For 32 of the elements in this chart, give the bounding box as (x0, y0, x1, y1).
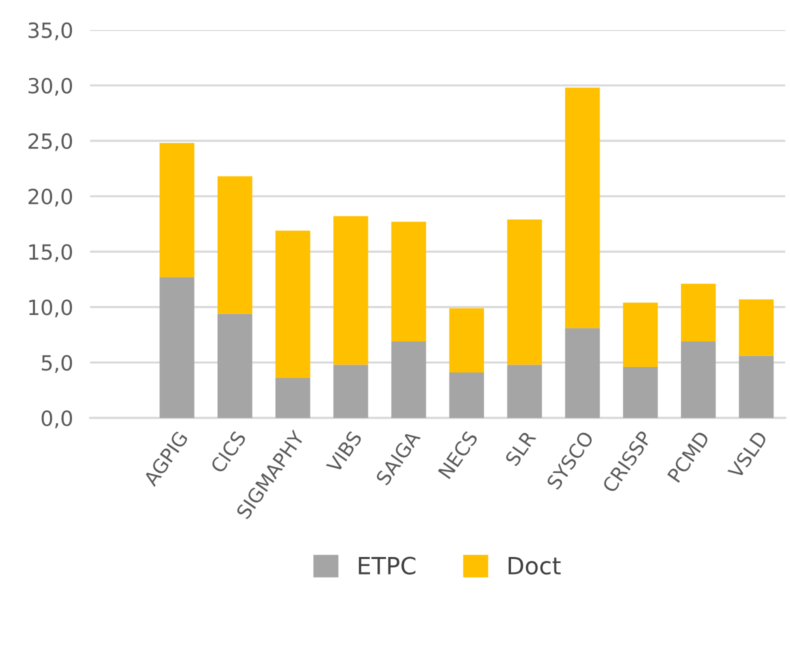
y-tick-label: 20,0 (28, 188, 72, 207)
bar (275, 230, 310, 378)
bar (391, 341, 426, 418)
y-tick-label: 35,0 (28, 22, 72, 40)
bar (507, 364, 542, 418)
bar (565, 88, 600, 328)
bar (738, 356, 774, 418)
bar (507, 220, 542, 365)
bar (680, 341, 716, 418)
legend-label: ETPC (358, 556, 416, 575)
y-tick-label: 25,0 (28, 133, 72, 152)
bar (160, 277, 194, 418)
bar (680, 284, 716, 342)
y-tick-label: 15,0 (29, 244, 72, 262)
bar (218, 176, 252, 314)
bar (449, 372, 484, 418)
y-tick-label: 5,0 (42, 354, 72, 373)
y-tick-label: 30,0 (28, 78, 72, 96)
legend-label: Doct (508, 557, 561, 575)
y-tick-label: 10,0 (29, 300, 72, 318)
bar (738, 299, 774, 356)
bar (333, 364, 368, 418)
bar (275, 378, 310, 418)
bar (218, 314, 252, 418)
bar (333, 216, 368, 365)
bar (623, 302, 658, 367)
bar (565, 328, 600, 418)
bar (623, 366, 658, 418)
y-tick-label: 0,0 (42, 410, 72, 428)
bar (391, 222, 426, 342)
bar (449, 308, 484, 372)
bar (160, 143, 194, 278)
